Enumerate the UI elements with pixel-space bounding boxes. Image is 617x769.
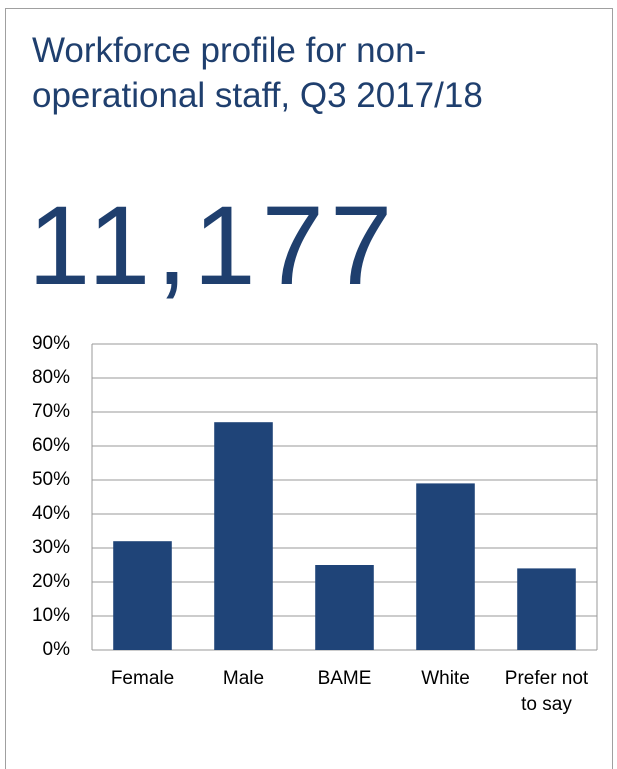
bar: [113, 541, 172, 650]
y-tick-label: 70%: [32, 401, 70, 422]
x-tick-label: White: [421, 668, 470, 689]
y-tick-label: 60%: [32, 435, 70, 456]
y-tick-label: 80%: [32, 367, 70, 388]
y-tick-label: 50%: [32, 469, 70, 490]
bar: [416, 483, 475, 650]
y-tick-label: 90%: [32, 333, 70, 354]
bar: [214, 422, 273, 650]
frame: [5, 8, 613, 769]
x-tick-label: Male: [222, 668, 265, 689]
chart-title: Workforce profile for non-operational st…: [32, 31, 483, 115]
y-tick-label: 30%: [32, 537, 70, 558]
y-tick-label: 20%: [32, 571, 70, 592]
y-tick-label: 10%: [32, 605, 70, 626]
x-tick-label: Prefer not to say: [504, 668, 589, 715]
headline-number: 11,177: [28, 183, 399, 308]
bar: [315, 565, 374, 650]
bar: [517, 568, 576, 650]
x-tick-label: BAME: [317, 668, 372, 689]
y-tick-label: 40%: [32, 503, 70, 524]
x-tick-label: Female: [110, 668, 175, 689]
y-tick-label: 0%: [43, 639, 71, 660]
